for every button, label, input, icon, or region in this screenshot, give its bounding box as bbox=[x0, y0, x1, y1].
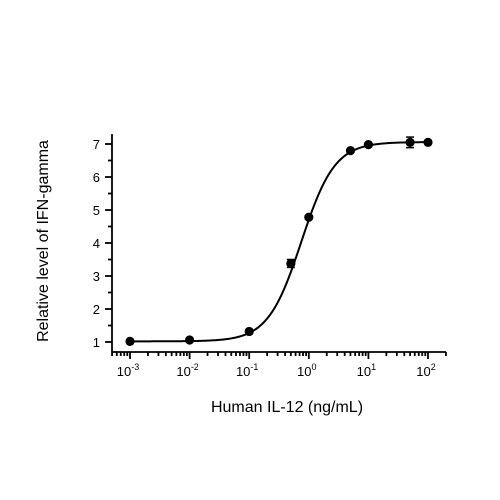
data-point bbox=[423, 137, 433, 147]
x-tick-label: 102 bbox=[416, 362, 435, 379]
data-point bbox=[345, 146, 356, 156]
data-point bbox=[286, 258, 296, 269]
x-tick-label: 10-3 bbox=[117, 362, 139, 379]
y-tick-label: 5 bbox=[93, 203, 100, 218]
x-tick-label: 101 bbox=[357, 362, 376, 379]
y-tick-label: 6 bbox=[93, 170, 100, 185]
data-point bbox=[304, 212, 314, 222]
y-tick-label: 7 bbox=[93, 137, 100, 152]
y-tick-label: 2 bbox=[93, 302, 100, 317]
x-tick-label: 100 bbox=[297, 362, 316, 379]
y-tick-label: 4 bbox=[93, 236, 100, 251]
y-tick-label: 1 bbox=[93, 335, 100, 350]
x-tick-label: 10-1 bbox=[236, 362, 258, 379]
fit-curve-group bbox=[130, 141, 429, 343]
data-point bbox=[244, 326, 254, 337]
fit-curve bbox=[130, 141, 429, 343]
y-axis-title: Relative level of IFN-gamma bbox=[35, 140, 52, 342]
y-tick-label: 3 bbox=[93, 269, 100, 284]
x-axis-title: Human IL-12 (ng/mL) bbox=[211, 399, 363, 416]
data-point bbox=[363, 140, 373, 150]
data-point bbox=[405, 137, 415, 147]
data-point bbox=[125, 336, 135, 346]
axes: 1 2 3 4 5 6 7 10-3 10-2 10-1 100 101 102 bbox=[93, 134, 447, 379]
data-points bbox=[125, 136, 433, 346]
x-tick-label: 10-2 bbox=[176, 362, 198, 379]
data-point bbox=[185, 335, 195, 345]
